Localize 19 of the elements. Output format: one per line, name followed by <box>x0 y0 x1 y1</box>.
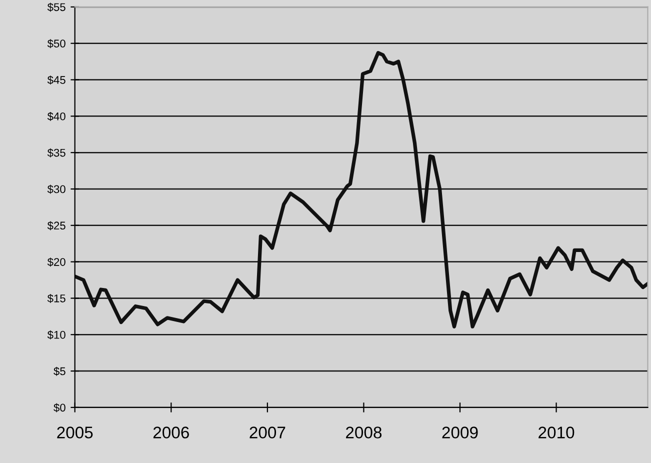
y-tick-label: $0 <box>54 403 66 412</box>
x-tick-label: 2005 <box>57 426 93 438</box>
y-tick-label: $25 <box>47 221 66 230</box>
y-tick-label: $20 <box>47 258 66 267</box>
y-tick-label: $5 <box>54 366 66 376</box>
y-tick-label: $50 <box>47 39 66 48</box>
x-tick-label: 2007 <box>250 426 286 438</box>
y-tick-label: $45 <box>47 76 66 85</box>
y-tick-label: $30 <box>47 184 66 194</box>
line-series <box>74 51 648 328</box>
x-tick-label: 2006 <box>153 426 189 438</box>
y-tick-label: $15 <box>47 294 66 304</box>
y-tick-label: $40 <box>47 112 66 121</box>
x-tick-label: 2008 <box>346 426 382 438</box>
x-tick-label: 2010 <box>538 426 574 438</box>
x-tick-label: 2009 <box>442 426 478 438</box>
y-tick-label: $35 <box>47 148 66 158</box>
y-tick-label: $10 <box>47 330 66 340</box>
y-tick-label: $55 <box>47 2 66 12</box>
